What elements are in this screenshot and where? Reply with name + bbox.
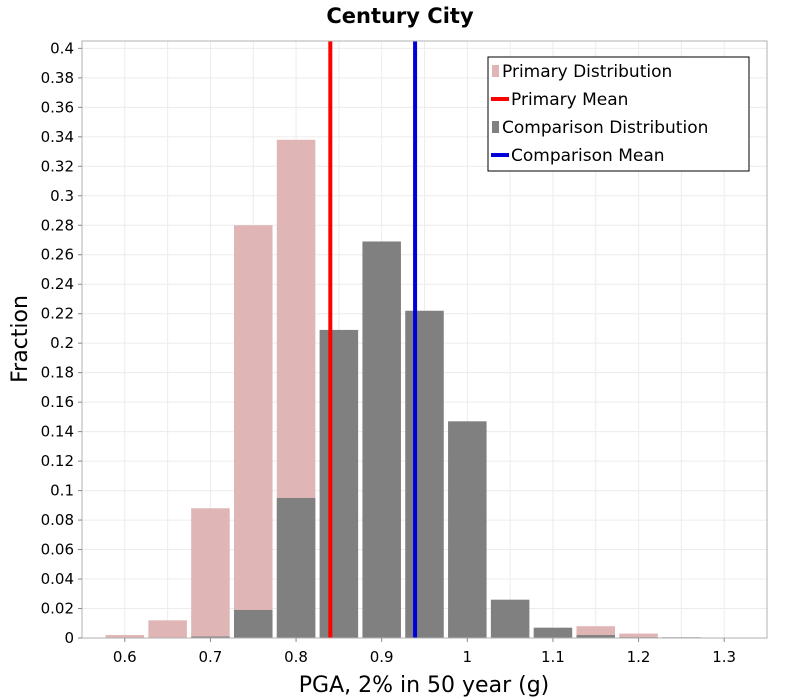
y-tick-label: 0.02 (41, 600, 74, 618)
legend-box (487, 56, 750, 172)
primary-bar (576, 626, 616, 638)
y-tick-label: 0.32 (41, 157, 74, 175)
x-tick-label: 0.8 (284, 648, 308, 666)
comparison-bar (233, 609, 273, 638)
mean-lines (328, 41, 418, 638)
x-tick-label: 0.9 (370, 648, 394, 666)
y-tick-label: 0.16 (41, 393, 74, 411)
x-tick-label: 1.2 (627, 648, 651, 666)
y-tick-label: 0.3 (50, 187, 74, 205)
y-tick-label: 0 (64, 629, 74, 647)
comparison-bar (276, 497, 316, 638)
comparison-distribution-bars (191, 241, 701, 639)
comparison-bar (405, 310, 444, 638)
y-tick-label: 0.06 (41, 541, 74, 559)
legend-swatch-box (492, 121, 499, 133)
legend-label: Primary Distribution (502, 62, 672, 82)
y-tick-label: 0.08 (41, 511, 74, 529)
y-tick-label: 0.12 (41, 452, 74, 470)
legend-label: Primary Mean (511, 90, 628, 110)
primary-bar (233, 225, 273, 638)
chart-title: Century City (326, 4, 474, 28)
plot-frame (81, 40, 768, 639)
x-tick-label: 0.6 (113, 648, 137, 666)
y-tick-label: 0.22 (41, 305, 74, 323)
y-tick-label: 0.1 (50, 482, 74, 500)
comparison-bar (191, 636, 230, 638)
y-tick-label: 0.04 (41, 570, 74, 588)
x-tick-label: 1.3 (712, 648, 736, 666)
comparison-bar (490, 599, 530, 638)
legend-swatch-box (492, 65, 499, 77)
comparison-bar (448, 421, 487, 638)
y-tick-label: 0.18 (41, 364, 74, 382)
comparison-bar (576, 635, 616, 638)
x-tick-label: 1.1 (541, 648, 565, 666)
y-tick-label: 0.2 (50, 334, 74, 352)
legend-label: Comparison Mean (511, 146, 665, 166)
comparison-bar (319, 329, 359, 638)
y-tick-label: 0.34 (41, 128, 74, 146)
x-tick-label: 1 (463, 648, 473, 666)
primary-bar (105, 635, 145, 638)
y-tick-label: 0.38 (41, 69, 74, 87)
comparison-bar (533, 627, 573, 638)
y-tick-label: 0.26 (41, 246, 74, 264)
legend: Primary Distribution Primary Mean Comparis… (487, 56, 750, 172)
primary-bar (619, 633, 658, 638)
y-axis-label: Fraction (8, 295, 33, 383)
y-tick-label: 0.14 (41, 423, 74, 441)
y-tick-label: 0.36 (41, 98, 74, 116)
x-axis-label: PGA, 2% in 50 year (g) (299, 673, 550, 698)
comparison-bar (362, 241, 401, 639)
legend-label: Comparison Distribution (502, 118, 708, 138)
y-axis-ticks: 0 0.02 0.04 0.06 0.08 0.1 0.12 0.14 0.16 0.18 0.2 0… (41, 39, 82, 647)
x-axis-ticks: 0.6 0.7 0.8 0.9 1 1.1 1.2 1.3 (113, 638, 736, 666)
y-tick-label: 0.24 (41, 275, 74, 293)
y-tick-label: 0.4 (50, 39, 74, 57)
primary-bar (191, 508, 230, 638)
y-tick-label: 0.28 (41, 216, 74, 234)
x-tick-label: 0.7 (199, 648, 223, 666)
primary-bar (148, 620, 187, 638)
